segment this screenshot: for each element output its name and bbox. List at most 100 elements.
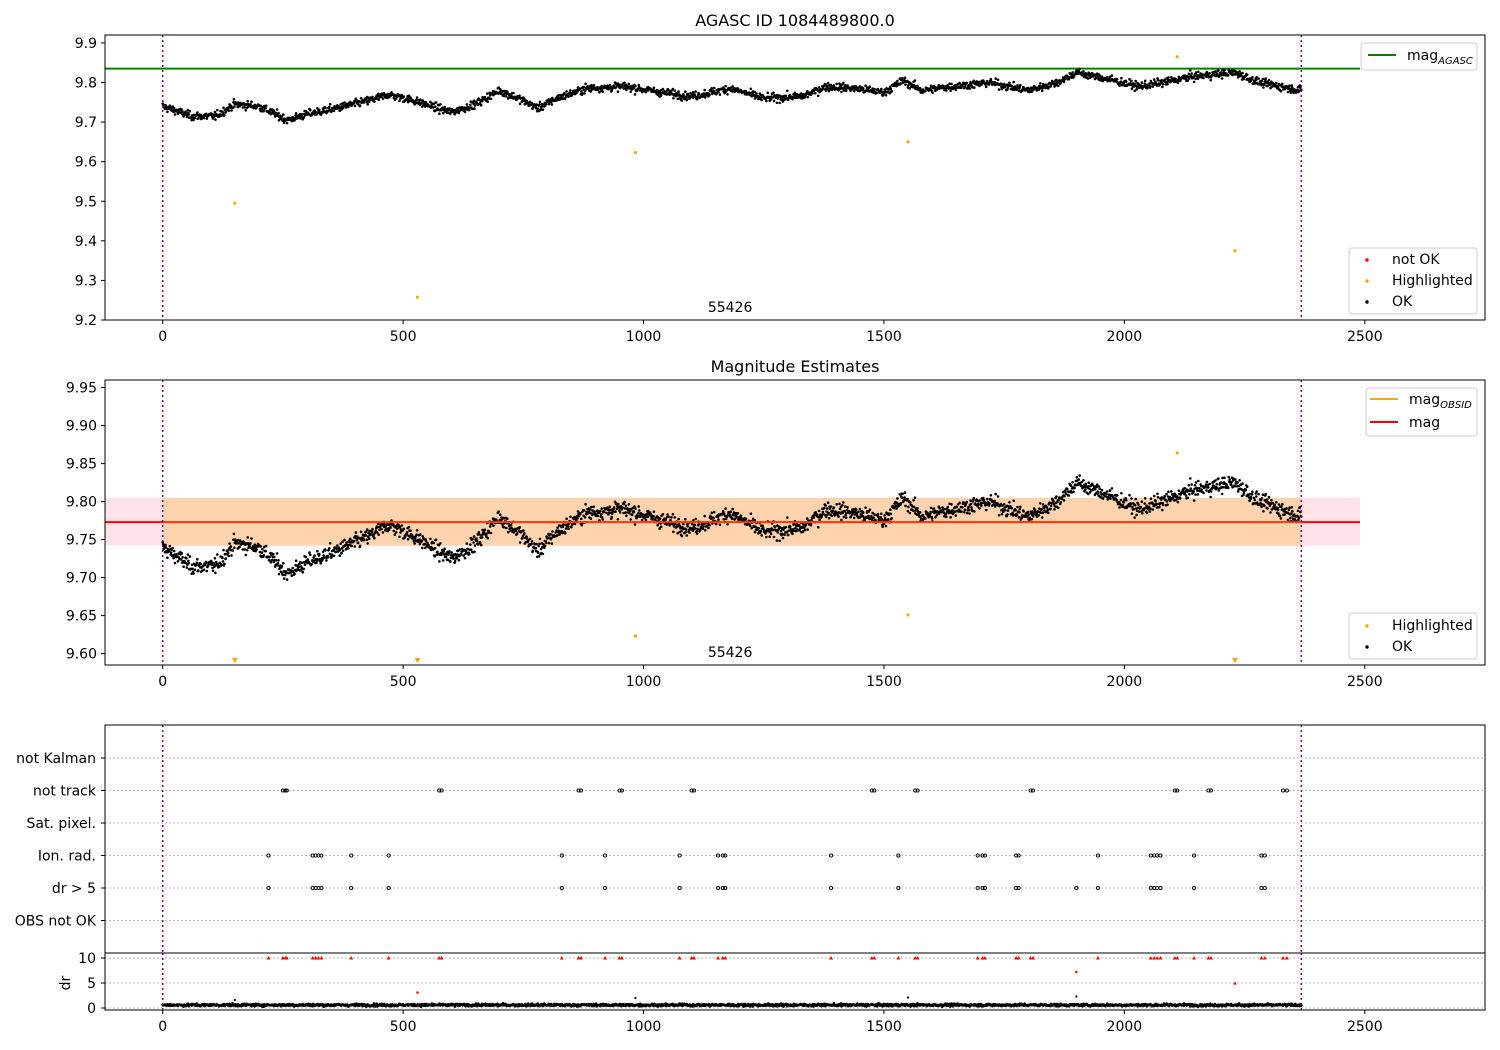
offscale-marker	[1231, 658, 1238, 663]
ok-point	[840, 90, 843, 94]
ok-point	[1207, 486, 1210, 489]
ok-point	[832, 506, 836, 509]
ok-point	[753, 530, 757, 534]
ok-point	[380, 527, 383, 531]
ok-point	[661, 513, 665, 516]
ok-point	[901, 492, 904, 496]
ok-point	[835, 503, 838, 506]
ok-point	[622, 87, 625, 90]
ok-point	[497, 86, 501, 89]
ok-point	[1119, 498, 1123, 502]
ok-point	[1010, 506, 1014, 510]
ok-point	[806, 528, 809, 531]
ok-point	[230, 554, 233, 557]
ok-point	[760, 534, 763, 537]
ok-point	[272, 555, 276, 559]
ok-point	[950, 503, 953, 506]
ok-point	[550, 536, 553, 540]
ok-point	[1045, 506, 1049, 509]
ok-point	[685, 98, 688, 102]
ok-point	[316, 549, 319, 553]
ok-point	[1137, 503, 1140, 507]
ok-point	[616, 90, 620, 93]
ok-point	[565, 90, 568, 93]
ok-point	[786, 516, 789, 519]
ok-point	[1026, 510, 1030, 514]
ok-point	[1062, 80, 1066, 84]
ok-point	[1130, 497, 1133, 500]
ok-point	[890, 89, 893, 93]
ok-point	[868, 85, 872, 88]
y-tick-label: 9.80	[66, 495, 97, 511]
y-tick-label: 9.3	[75, 273, 97, 289]
ok-point	[832, 84, 836, 87]
ok-point	[492, 524, 495, 527]
ok-point	[908, 501, 912, 504]
ok-point	[1041, 511, 1044, 514]
ok-point	[846, 84, 849, 87]
ok-point	[766, 91, 770, 95]
ok-point	[938, 507, 941, 510]
ok-point	[1261, 493, 1265, 497]
ok-point	[1018, 511, 1021, 514]
ok-point	[563, 97, 567, 101]
ok-point	[694, 517, 697, 521]
ok-point	[415, 533, 418, 536]
ok-point	[772, 91, 775, 95]
ok-point	[592, 505, 595, 509]
ok-point	[658, 517, 662, 520]
ok-point	[903, 76, 907, 80]
ok-point	[1148, 510, 1152, 513]
ok-point	[844, 516, 848, 519]
ok-point	[625, 514, 628, 518]
ok-point	[367, 537, 371, 541]
ok-point	[1170, 490, 1173, 493]
ok-point	[518, 102, 522, 106]
ok-point	[478, 533, 481, 536]
ok-point	[769, 98, 773, 101]
ok-point	[1219, 71, 1223, 74]
ok-point	[778, 101, 781, 105]
ok-point	[1285, 84, 1288, 88]
ok-point	[310, 562, 314, 566]
ok-point	[1101, 497, 1105, 501]
ok-point	[547, 541, 551, 545]
ok-point	[904, 83, 907, 86]
ok-point	[954, 514, 958, 517]
ok-point	[1014, 509, 1017, 512]
y-tick-label: 9.8	[75, 76, 97, 92]
ok-point	[551, 96, 554, 100]
legend-label-sub: AGASC	[1437, 56, 1473, 67]
ok-point	[420, 539, 424, 542]
ok-point	[405, 531, 409, 534]
ok-point	[450, 551, 454, 554]
y-tick-label: 9.85	[66, 457, 97, 473]
ok-point	[596, 514, 600, 518]
ok-point	[1165, 500, 1169, 503]
ok-point	[1031, 514, 1035, 518]
ok-point	[858, 507, 862, 511]
x-tick-label: 1500	[866, 329, 902, 345]
ok-point	[685, 534, 688, 537]
ok-point	[276, 561, 280, 565]
ok-point	[1016, 505, 1019, 509]
ok-point	[1073, 486, 1076, 490]
ok-point	[963, 511, 966, 514]
ok-point	[840, 518, 843, 522]
ok-point	[906, 509, 910, 513]
ok-point	[488, 525, 492, 528]
ok-point	[1286, 90, 1290, 94]
ok-point	[366, 95, 369, 99]
ok-point	[1266, 507, 1269, 510]
ok-point	[528, 100, 532, 104]
ok-point	[233, 546, 236, 549]
ok-point	[944, 512, 948, 515]
ok-point	[230, 109, 233, 112]
ok-point	[432, 541, 436, 545]
ok-point	[182, 115, 185, 118]
ok-point	[778, 539, 781, 543]
ok-point	[589, 90, 593, 93]
ok-point	[1135, 513, 1138, 517]
ok-point	[358, 544, 362, 548]
ok-point	[262, 109, 266, 112]
